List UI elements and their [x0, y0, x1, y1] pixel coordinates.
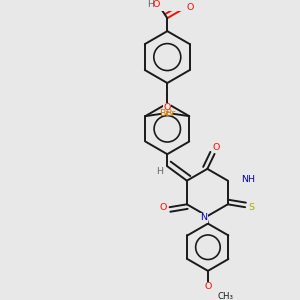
Text: O: O	[160, 203, 167, 212]
Text: O: O	[153, 0, 160, 9]
Text: H: H	[147, 0, 154, 9]
Text: Br: Br	[165, 109, 176, 118]
Text: O: O	[186, 3, 194, 12]
Text: CH₃: CH₃	[218, 292, 234, 300]
Text: N: N	[200, 213, 207, 222]
Text: S: S	[248, 203, 254, 212]
Text: NH: NH	[241, 175, 255, 184]
Text: Br: Br	[159, 109, 169, 118]
Text: O: O	[164, 103, 171, 112]
Text: O: O	[213, 143, 220, 152]
Text: H: H	[156, 167, 163, 176]
Text: O: O	[204, 282, 211, 291]
